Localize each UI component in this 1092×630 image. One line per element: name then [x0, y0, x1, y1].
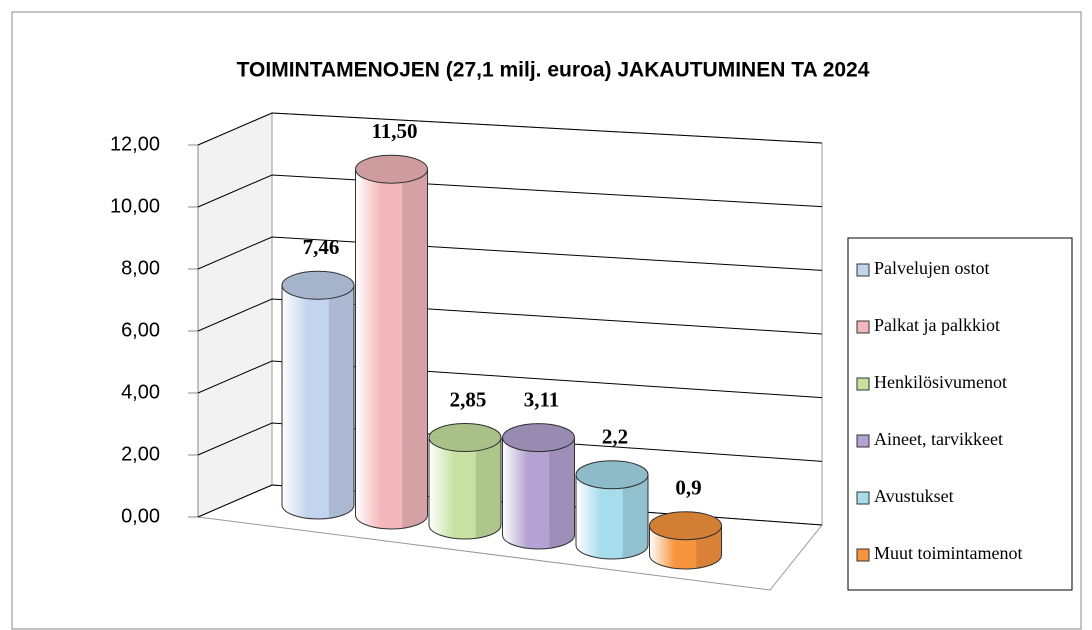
- legend-label: Henkilösivumenot: [874, 372, 1007, 392]
- value-label: 11,50: [371, 119, 417, 143]
- grid-line: [197, 422, 823, 462]
- cylinder-top-shade: [282, 271, 354, 300]
- y-tick-label: 6,00: [121, 319, 160, 341]
- cylinder-top-shade: [576, 460, 648, 489]
- cylinder-shade: [622, 474, 648, 559]
- chart-title: TOIMINTAMENOJEN (27,1 milj. euroa) JAKAU…: [237, 59, 870, 82]
- y-tick-label: 0,00: [121, 505, 160, 527]
- grid-line: [197, 298, 823, 335]
- y-tick-label: 4,00: [121, 381, 160, 403]
- cylinder-body: [428, 437, 502, 540]
- legend-swatch: [856, 377, 870, 391]
- cylinder-top: [575, 460, 649, 490]
- cylinder-top-shade: [649, 511, 722, 540]
- cylinder-body: [355, 168, 428, 530]
- cylinder: [355, 154, 428, 530]
- cylinder: [428, 423, 502, 540]
- grid-line: [197, 360, 823, 399]
- legend-swatch: [856, 263, 870, 277]
- cylinder-body: [502, 437, 575, 550]
- legend-label: Palkat ja palkkiot: [874, 315, 1000, 335]
- value-label: 7,46: [303, 235, 340, 259]
- legend-swatch: [856, 434, 870, 448]
- legend-swatch: [856, 491, 870, 505]
- legend-swatch: [856, 320, 870, 334]
- value-label: 2,2: [602, 425, 628, 449]
- y-tick-label: 10,00: [110, 195, 160, 217]
- cylinder: [649, 511, 722, 570]
- cylinder-shade: [549, 437, 575, 549]
- cylinder-body: [575, 474, 649, 560]
- cylinder-top: [355, 154, 428, 184]
- y-tick-label: 12,00: [110, 133, 160, 155]
- value-label: 0,9: [675, 476, 701, 500]
- cylinder-top: [649, 511, 722, 541]
- legend-label: Avustukset: [874, 486, 954, 506]
- cylinder-shade: [328, 285, 354, 519]
- legend-swatch: [856, 548, 870, 562]
- cylinder-top-shade: [502, 423, 575, 452]
- cylinder-top: [428, 423, 502, 453]
- legend-box: [847, 237, 1073, 591]
- y-tick-label: 2,00: [121, 443, 160, 465]
- grid-line: [197, 112, 823, 146]
- cylinder-top-shade: [355, 155, 428, 184]
- value-label: 3,11: [524, 387, 560, 411]
- cylinder-top-shade: [429, 423, 501, 452]
- grid-line: [197, 174, 823, 208]
- cylinder-shade: [475, 437, 501, 539]
- cylinder-top: [281, 270, 355, 300]
- legend-label: Aineet, tarvikkeet: [874, 429, 1003, 449]
- cylinder: [575, 460, 649, 560]
- legend-label: Muut toimintamenot: [874, 543, 1023, 563]
- cylinder: [281, 270, 355, 520]
- cylinder-top: [502, 423, 575, 453]
- legend-label: Palvelujen ostot: [874, 258, 990, 278]
- grid-line: [197, 236, 823, 271]
- cylinder-body: [281, 284, 355, 520]
- cylinder: [502, 423, 575, 550]
- value-label: 2,85: [450, 387, 487, 411]
- y-tick-label: 8,00: [121, 257, 160, 279]
- cylinder-shade: [402, 169, 428, 529]
